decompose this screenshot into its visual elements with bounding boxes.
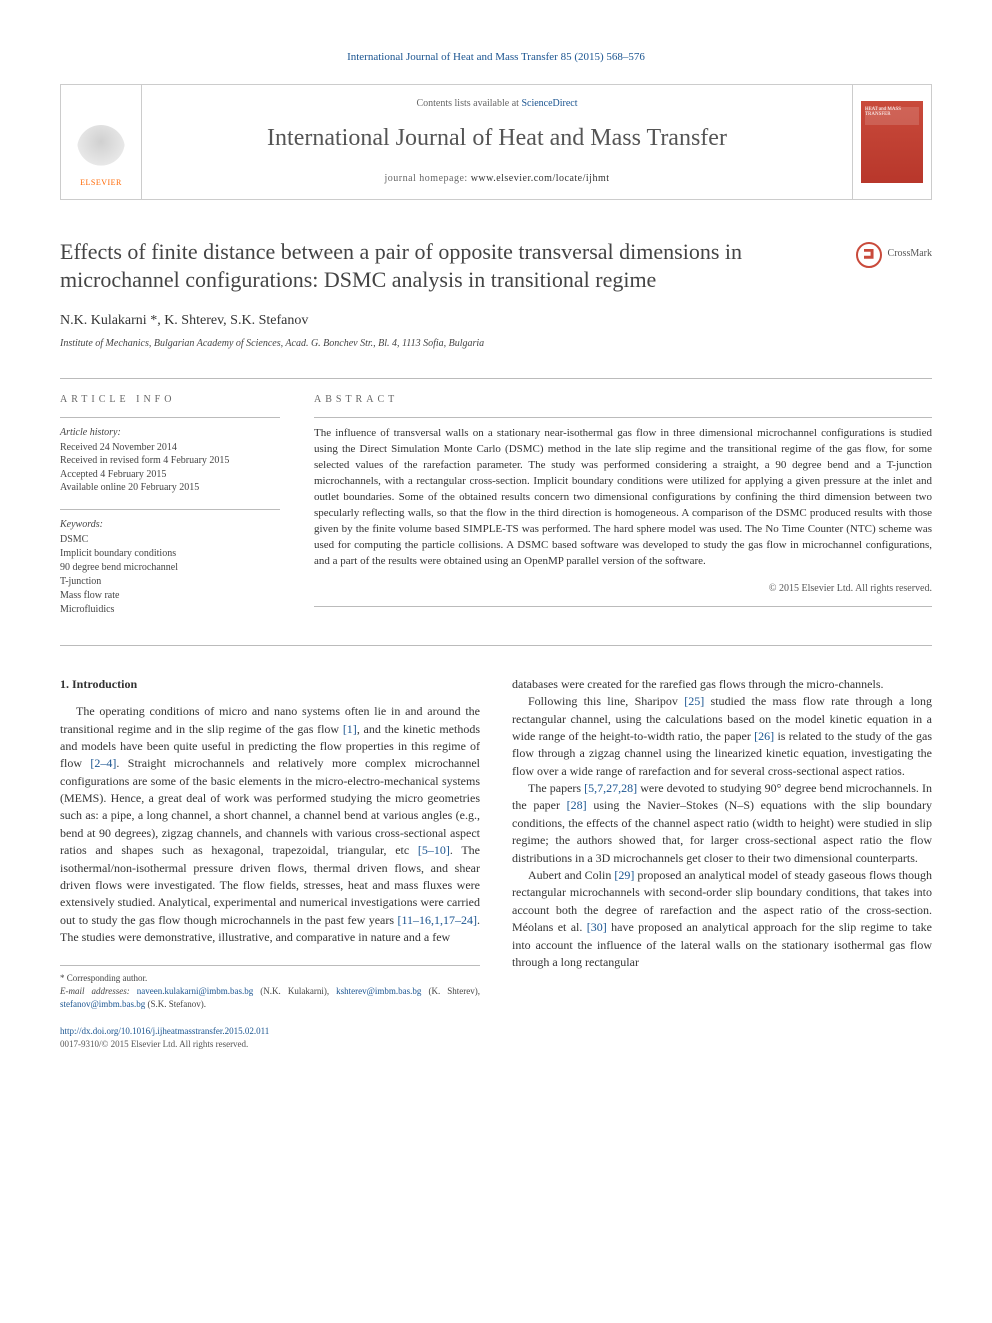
citation-link[interactable]: [1] (343, 722, 357, 736)
cover-text: HEAT and MASS TRANSFER (865, 107, 919, 118)
history-line: Received 24 November 2014 (60, 441, 280, 455)
rule-info-2 (60, 509, 280, 510)
article-info-heading: ARTICLE INFO (60, 393, 280, 408)
homepage-line: journal homepage: www.elsevier.com/locat… (152, 172, 842, 187)
doi-link[interactable]: http://dx.doi.org/10.1016/j.ijheatmasstr… (60, 1026, 269, 1036)
text-run: (K. Shterev), (421, 986, 480, 996)
journal-cover-thumb: HEAT and MASS TRANSFER (861, 101, 923, 183)
top-citation: International Journal of Heat and Mass T… (60, 50, 932, 66)
citation-link[interactable]: [30] (587, 920, 607, 934)
column-right: databases were created for the rarefied … (512, 676, 932, 1051)
publisher-name: ELSEVIER (77, 177, 125, 189)
citation-link[interactable]: [29] (614, 868, 634, 882)
para: Aubert and Colin [29] proposed an analyt… (512, 867, 932, 971)
keyword: T-junction (60, 575, 280, 589)
contents-line: Contents lists available at ScienceDirec… (152, 97, 842, 112)
masthead-center: Contents lists available at ScienceDirec… (141, 85, 853, 199)
keywords-label: Keywords: (60, 518, 280, 532)
citation-link[interactable]: [5–10] (418, 843, 450, 857)
crossmark-label: CrossMark (888, 247, 932, 262)
para: The papers [5,7,27,28] were devoted to s… (512, 780, 932, 867)
body-columns: 1. Introduction The operating conditions… (60, 676, 932, 1051)
sciencedirect-link[interactable]: ScienceDirect (521, 98, 577, 109)
keyword: Mass flow rate (60, 589, 280, 603)
keyword: DSMC (60, 533, 280, 547)
text-run: Following this line, Sharipov (528, 694, 684, 708)
crossmark-icon (856, 242, 882, 268)
title-row: Effects of finite distance between a pai… (60, 238, 932, 295)
para: Following this line, Sharipov [25] studi… (512, 693, 932, 780)
keywords-block: Keywords: DSMC Implicit boundary conditi… (60, 518, 280, 617)
elsevier-logo: ELSEVIER (77, 125, 125, 189)
rule-abs-2 (314, 606, 932, 607)
keyword: 90 degree bend microchannel (60, 561, 280, 575)
crossmark[interactable]: CrossMark (856, 242, 932, 268)
para: The operating conditions of micro and na… (60, 703, 480, 946)
history-line: Received in revised form 4 February 2015 (60, 454, 280, 468)
affiliation: Institute of Mechanics, Bulgarian Academ… (60, 337, 932, 352)
keyword: Implicit boundary conditions (60, 547, 280, 561)
rule-info-1 (60, 417, 280, 418)
article-title: Effects of finite distance between a pai… (60, 238, 836, 295)
history-line: Available online 20 February 2015 (60, 481, 280, 495)
section-heading: 1. Introduction (60, 676, 480, 693)
history-line: Accepted 4 February 2015 (60, 468, 280, 482)
masthead: ELSEVIER Contents lists available at Sci… (60, 84, 932, 200)
email-label: E-mail addresses: (60, 986, 130, 996)
abstract-text: The influence of transversal walls on a … (314, 426, 932, 569)
info-abstract-row: ARTICLE INFO Article history: Received 2… (60, 393, 932, 631)
abstract-heading: ABSTRACT (314, 393, 932, 408)
contents-prefix: Contents lists available at (416, 98, 521, 109)
keyword: Microfluidics (60, 603, 280, 617)
author-list: N.K. Kulakarni *, K. Shterev, S.K. Stefa… (60, 313, 308, 328)
email-link[interactable]: kshterev@imbm.bas.bg (336, 986, 421, 996)
text-run: The papers (528, 781, 584, 795)
footnotes: * Corresponding author. E-mail addresses… (60, 965, 480, 1011)
rule-abs-1 (314, 417, 932, 418)
journal-name: International Journal of Heat and Mass T… (152, 121, 842, 156)
citation-link[interactable]: [25] (684, 694, 704, 708)
email-link[interactable]: naveen.kulakarni@imbm.bas.bg (137, 986, 254, 996)
bottom-meta: http://dx.doi.org/10.1016/j.ijheatmasstr… (60, 1025, 480, 1051)
article-history: Article history: Received 24 November 20… (60, 426, 280, 495)
history-label: Article history: (60, 426, 280, 440)
email-addresses: E-mail addresses: naveen.kulakarni@imbm.… (60, 985, 480, 1011)
abstract: ABSTRACT The influence of transversal wa… (314, 393, 932, 631)
citation-link[interactable]: [2–4] (90, 756, 116, 770)
para: databases were created for the rarefied … (512, 676, 932, 693)
text-run: . Straight microchannels and relatively … (60, 756, 480, 857)
authors: N.K. Kulakarni *, K. Shterev, S.K. Stefa… (60, 311, 932, 331)
abstract-copyright: © 2015 Elsevier Ltd. All rights reserved… (314, 582, 932, 597)
column-left: 1. Introduction The operating conditions… (60, 676, 480, 1051)
corresponding-author: * Corresponding author. (60, 972, 480, 985)
text-run: (S.K. Stefanov). (145, 999, 206, 1009)
citation-link[interactable]: [26] (754, 729, 774, 743)
email-link[interactable]: stefanov@imbm.bas.bg (60, 999, 145, 1009)
text-run: Aubert and Colin (528, 868, 614, 882)
elsevier-tree-icon (77, 125, 125, 173)
rule-mid (60, 645, 932, 646)
citation-link[interactable]: [11–16,1,17–24] (397, 913, 477, 927)
page: International Journal of Heat and Mass T… (0, 0, 992, 1101)
rule-top (60, 378, 932, 379)
homepage-prefix: journal homepage: (384, 173, 470, 184)
homepage-url[interactable]: www.elsevier.com/locate/ijhmt (471, 173, 610, 184)
publisher-cell: ELSEVIER (61, 85, 141, 199)
cover-cell: HEAT and MASS TRANSFER (853, 85, 931, 199)
issn-line: 0017-9310/© 2015 Elsevier Ltd. All right… (60, 1038, 480, 1051)
article-info: ARTICLE INFO Article history: Received 2… (60, 393, 280, 631)
citation-link[interactable]: [28] (567, 798, 587, 812)
text-run: (N.K. Kulakarni), (253, 986, 336, 996)
citation-link[interactable]: [5,7,27,28] (584, 781, 637, 795)
